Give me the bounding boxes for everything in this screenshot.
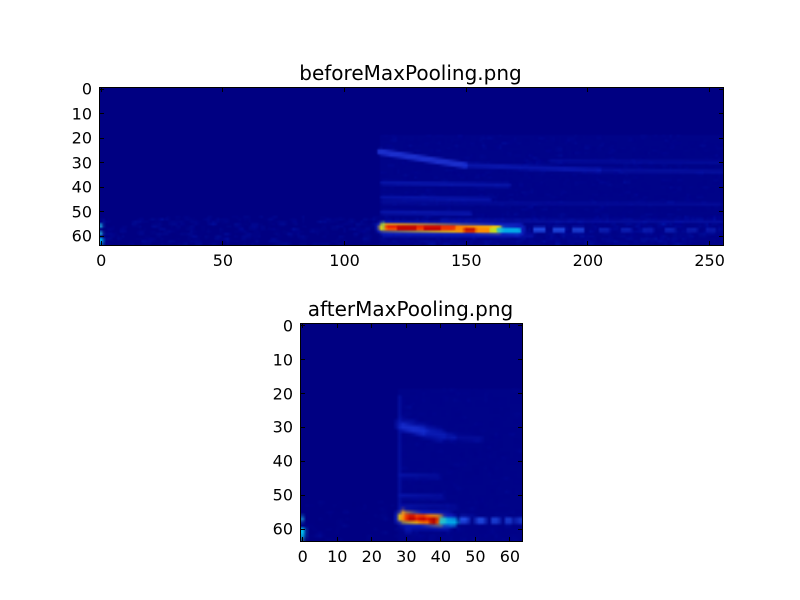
tick-mark — [301, 359, 305, 361]
x-tick-label: 150 — [450, 251, 482, 270]
tick-mark — [465, 88, 467, 92]
tick-mark — [344, 88, 346, 92]
tick-mark — [518, 359, 522, 361]
tick-mark — [301, 325, 305, 327]
y-tick-label: 40 — [71, 177, 92, 197]
y-tick-label: 10 — [71, 104, 92, 124]
tick-mark — [405, 324, 407, 328]
x-tick-label: 0 — [297, 547, 308, 566]
y-tick-label: 60 — [272, 519, 293, 539]
after-maxpooling-heatmap-image — [301, 324, 522, 541]
tick-mark — [509, 537, 511, 541]
tick-mark — [587, 241, 589, 245]
tick-mark — [100, 186, 104, 188]
x-tick-label: 30 — [396, 547, 417, 566]
tick-mark — [440, 324, 442, 328]
y-tick-label: 50 — [71, 202, 92, 222]
y-tick-label: 50 — [272, 485, 293, 505]
tick-mark — [474, 537, 476, 541]
tick-mark — [719, 235, 723, 237]
x-tick-label: 20 — [361, 547, 382, 566]
after-maxpooling-title: afterMaxPooling.png — [307, 297, 514, 321]
tick-mark — [301, 460, 305, 462]
tick-mark — [371, 324, 373, 328]
x-tick-label: 50 — [212, 251, 234, 270]
tick-mark — [509, 324, 511, 328]
tick-mark — [587, 88, 589, 92]
tick-mark — [344, 241, 346, 245]
tick-mark — [371, 537, 373, 541]
y-tick-label: 20 — [272, 384, 293, 403]
tick-mark — [518, 393, 522, 394]
tick-mark — [719, 113, 723, 115]
x-tick-label: 60 — [499, 547, 521, 566]
x-tick-label: 10 — [327, 547, 348, 566]
tick-mark — [301, 426, 305, 428]
tick-mark — [302, 537, 304, 541]
tick-mark — [719, 186, 723, 188]
tick-mark — [474, 324, 476, 328]
tick-mark — [301, 494, 305, 496]
x-tick-label: 100 — [329, 251, 360, 270]
x-tick-label: 50 — [465, 547, 486, 566]
tick-mark — [100, 88, 102, 92]
tick-mark — [336, 324, 338, 328]
tick-mark — [518, 528, 522, 530]
tick-mark — [405, 537, 407, 541]
y-tick-label: 0 — [81, 79, 92, 99]
tick-mark — [222, 88, 224, 92]
y-tick-label: 30 — [71, 153, 92, 173]
x-tick-label: 40 — [430, 547, 452, 566]
tick-mark — [100, 241, 102, 245]
tick-mark — [100, 211, 104, 213]
tick-mark — [719, 211, 723, 213]
y-tick-label: 40 — [272, 451, 293, 471]
tick-mark — [518, 494, 522, 496]
x-tick-label: 250 — [694, 251, 725, 270]
tick-mark — [518, 325, 522, 327]
tick-mark — [100, 113, 104, 115]
tick-mark — [719, 88, 723, 90]
tick-mark — [709, 88, 711, 92]
before-maxpooling-heatmap-image — [100, 88, 723, 245]
tick-mark — [301, 528, 305, 530]
tick-mark — [518, 426, 522, 428]
tick-mark — [719, 137, 723, 139]
y-tick-label: 0 — [282, 316, 293, 336]
tick-mark — [336, 537, 338, 541]
tick-mark — [100, 235, 104, 237]
tick-mark — [518, 460, 522, 462]
before-maxpooling-title: beforeMaxPooling.png — [299, 61, 522, 85]
y-tick-label: 10 — [272, 350, 293, 370]
y-tick-label: 30 — [272, 417, 293, 437]
tick-mark — [100, 88, 104, 90]
tick-mark — [100, 162, 104, 164]
before-maxpooling-axes: 0 50 100 150 200 250 0 10 20 30 40 50 60 — [72, 80, 725, 270]
y-tick-label: 60 — [71, 226, 92, 246]
tick-mark — [709, 241, 711, 245]
tick-mark — [100, 137, 104, 139]
tick-mark — [719, 162, 723, 164]
tick-mark — [465, 241, 467, 245]
y-tick-label: 20 — [71, 128, 92, 148]
after-maxpooling-axes: 0 10 20 30 40 50 60 0 10 20 30 40 50 60 — [273, 316, 523, 566]
x-tick-label: 200 — [572, 251, 604, 270]
tick-mark — [301, 393, 305, 394]
tick-mark — [440, 537, 442, 541]
x-tick-label: 0 — [96, 251, 107, 270]
tick-mark — [222, 241, 224, 245]
